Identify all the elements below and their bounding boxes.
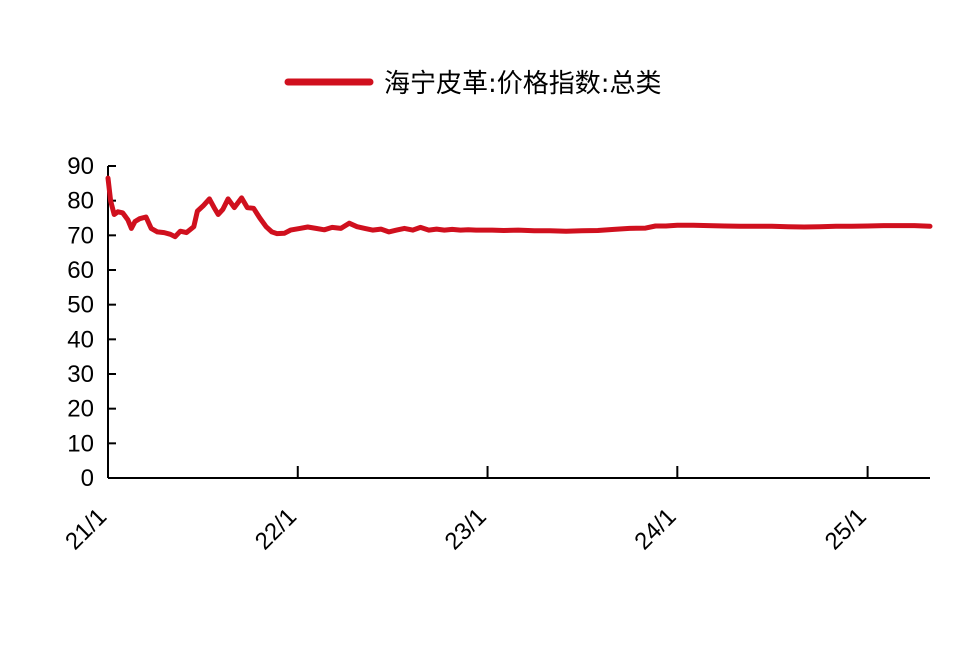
x-tick-label: 22/1 bbox=[250, 503, 302, 555]
x-axis: 21/1 22/1 23/1 24/1 25/1 bbox=[60, 466, 930, 555]
y-tick-label: 60 bbox=[67, 257, 94, 284]
y-tick-label: 0 bbox=[81, 465, 94, 492]
y-tick-label: 10 bbox=[67, 430, 94, 457]
y-tick-label: 70 bbox=[67, 222, 94, 249]
y-tick-label: 50 bbox=[67, 292, 94, 319]
y-tick-label: 20 bbox=[67, 396, 94, 423]
y-tick-label: 80 bbox=[67, 188, 94, 215]
y-tick-label: 40 bbox=[67, 326, 94, 353]
legend-label: 海宁皮革:价格指数:总类 bbox=[384, 69, 662, 99]
x-tick-label: 24/1 bbox=[629, 503, 681, 555]
y-tick-label: 30 bbox=[67, 361, 94, 388]
series-line bbox=[105, 175, 933, 240]
y-axis: 0 10 20 30 40 50 60 70 80 90 bbox=[67, 153, 116, 492]
y-tick-label: 90 bbox=[67, 153, 94, 180]
legend: 海宁皮革:价格指数:总类 bbox=[284, 69, 662, 99]
x-tick-label: 25/1 bbox=[820, 503, 872, 555]
x-tick-label: 21/1 bbox=[60, 503, 112, 555]
x-tick-label: 23/1 bbox=[440, 503, 492, 555]
